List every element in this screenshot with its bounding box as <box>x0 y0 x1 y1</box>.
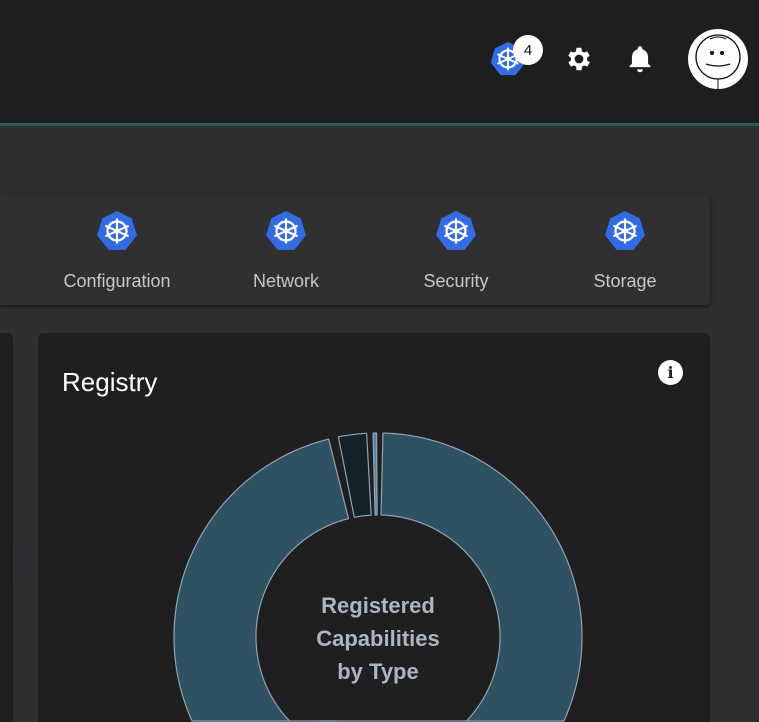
notification-count-badge: 4 <box>513 35 543 65</box>
donut-slice[interactable] <box>337 432 372 518</box>
category-bar: Configuration Network Security Storage <box>0 195 710 305</box>
kubernetes-icon <box>97 211 137 250</box>
donut-chart <box>173 432 583 722</box>
card-title: Registry <box>62 367 158 397</box>
registry-card: Registry i Registered Capabilities by Ty… <box>38 333 710 722</box>
donut-center-label: Registered Capabilities by Type <box>278 589 478 688</box>
center-label-line: Registered <box>321 593 435 618</box>
donut-slice[interactable] <box>372 432 378 516</box>
category-network[interactable]: Network <box>216 210 356 292</box>
kubernetes-icon <box>436 211 476 250</box>
info-icon[interactable]: i <box>658 360 683 385</box>
category-label: Security <box>423 271 489 291</box>
gear-icon[interactable] <box>563 43 595 75</box>
kubernetes-icon <box>605 211 645 250</box>
avatar[interactable] <box>688 29 748 89</box>
kubernetes-icon <box>266 211 306 250</box>
top-header: 4 <box>0 0 759 126</box>
center-label-line: Capabilities <box>316 626 440 651</box>
center-label-line: by Type <box>337 659 419 684</box>
category-storage[interactable]: Storage <box>555 210 695 292</box>
donut-slice[interactable] <box>319 432 583 722</box>
faded-icon <box>14 543 38 579</box>
category-label: Network <box>252 271 319 291</box>
bell-icon[interactable] <box>624 43 656 75</box>
category-label: Configuration <box>63 271 171 291</box>
category-configuration[interactable]: Configuration <box>47 210 187 292</box>
category-security[interactable]: Security <box>386 210 526 292</box>
side-card <box>0 333 13 722</box>
donut-slice[interactable] <box>173 438 350 722</box>
category-label: Storage <box>593 271 657 291</box>
